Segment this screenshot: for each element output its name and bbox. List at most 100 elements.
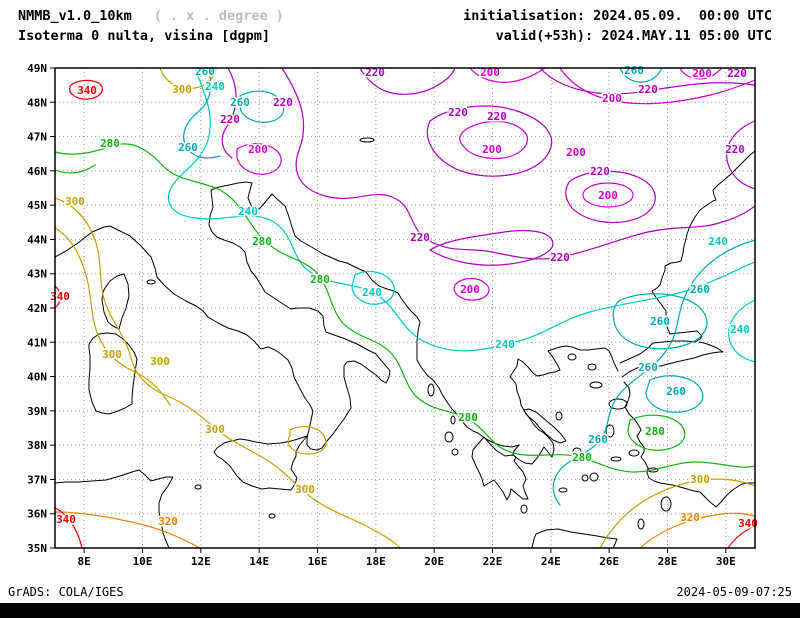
contour-label: 280 [572,451,592,464]
model-name: NMMB_v1.0_10km [18,8,132,24]
header-row-1: NMMB_v1.0_10km ( . x . degree ) initialis… [18,6,772,26]
axis-label-lat: 42N [27,302,47,315]
coastline [471,436,529,501]
contour-label: 200 [482,143,502,156]
island [660,496,672,512]
coastline [523,408,567,444]
contour-label: 240 [708,235,728,248]
axis-label-lat: 39N [27,405,47,418]
island [444,431,454,443]
island [450,415,456,425]
contour-line-200 [679,67,723,80]
contour-line-300 [159,67,217,89]
contour-label: 300 [65,195,85,208]
contour-label: 200 [460,283,480,296]
island [451,448,459,456]
contour-label: 300 [172,83,192,96]
contour-label: 240 [730,323,750,336]
contour-label: 300 [205,423,225,436]
island [555,411,563,421]
contour-line-280 [54,143,756,473]
island [637,518,645,530]
contour-line-240 [167,67,756,352]
contour-line-340 [54,285,61,309]
contour-label: 200 [248,143,268,156]
island [647,467,659,473]
contour-label: 220 [638,83,658,96]
island [628,449,640,457]
contour-line-260 [612,293,708,350]
contour-line-260 [239,90,285,123]
contour-line-300 [54,227,171,406]
contour-label: 260 [624,64,644,77]
contour-line-300 [287,426,327,455]
contour-line-260 [183,67,221,159]
contour-label: 320 [158,515,178,528]
axis-label-lon: 12E [191,555,211,568]
axis-label-lat: 44N [27,233,47,246]
island [268,513,276,519]
bottom-bar [0,603,800,618]
contour-label: 280 [310,273,330,286]
coastline [101,273,130,330]
contour-line-200 [453,277,490,301]
field-title: Isoterma 0 nulta, visina [dgpm] [18,28,270,45]
contour-label: 220 [550,251,570,264]
contour-label: 280 [645,425,665,438]
contour-label: 280 [252,235,272,248]
contour-label: 240 [238,205,258,218]
contour-line-260 [645,375,704,413]
contour-line-220 [221,67,237,159]
contour-line-220 [426,105,553,177]
axis-label-lon: 26E [599,555,619,568]
axis-label-lat: 49N [27,62,47,75]
grads-credit: GrADS: COLA/IGES [8,585,124,599]
contour-label: 220 [273,96,293,109]
contour-line-320 [639,512,756,549]
island [608,398,628,410]
coastline [621,341,724,378]
contour-line-220 [281,67,756,260]
contour-label: 200 [692,67,712,80]
contour-label: 300 [150,355,170,368]
contour-label: 340 [56,513,76,526]
contour-line-340 [727,525,756,549]
coastline [88,332,138,415]
contour-line-220 [539,67,756,95]
coastline [54,469,174,549]
axis-label-lon: 18E [366,555,386,568]
contour-label: 300 [102,348,122,361]
axis-label-lat: 40N [27,371,47,384]
coastline [623,381,756,508]
contour-label: 260 [230,96,250,109]
island [194,484,202,490]
island [610,456,622,462]
contour-label: 240 [362,286,382,299]
axis-label-lat: 38N [27,439,47,452]
contour-label: 200 [566,146,586,159]
axis-label-lon: 16E [308,555,328,568]
island [146,279,156,285]
contour-label: 340 [50,290,70,303]
axis-label-lat: 46N [27,165,47,178]
axis-label-lat: 48N [27,96,47,109]
header: NMMB_v1.0_10km ( . x . degree ) initialis… [18,6,772,47]
island [520,504,528,514]
contour-line-320 [54,511,201,549]
axis-label-lon: 28E [658,555,678,568]
footer: GrADS: COLA/IGES 2024-05-09-07:25 [8,585,792,599]
axis-label-lon: 10E [133,555,153,568]
island [359,137,375,143]
axis-label-lon: 30E [716,555,736,568]
island [567,353,577,361]
coastline [54,181,619,465]
axis-label-lat: 45N [27,199,47,212]
island [589,381,603,389]
contour-line-340 [54,507,83,549]
render-timestamp: 2024-05-09-07:25 [676,585,792,599]
island [427,383,435,397]
contour-line-260 [552,239,756,506]
contour-label: 220 [448,106,468,119]
coastline [213,435,308,491]
